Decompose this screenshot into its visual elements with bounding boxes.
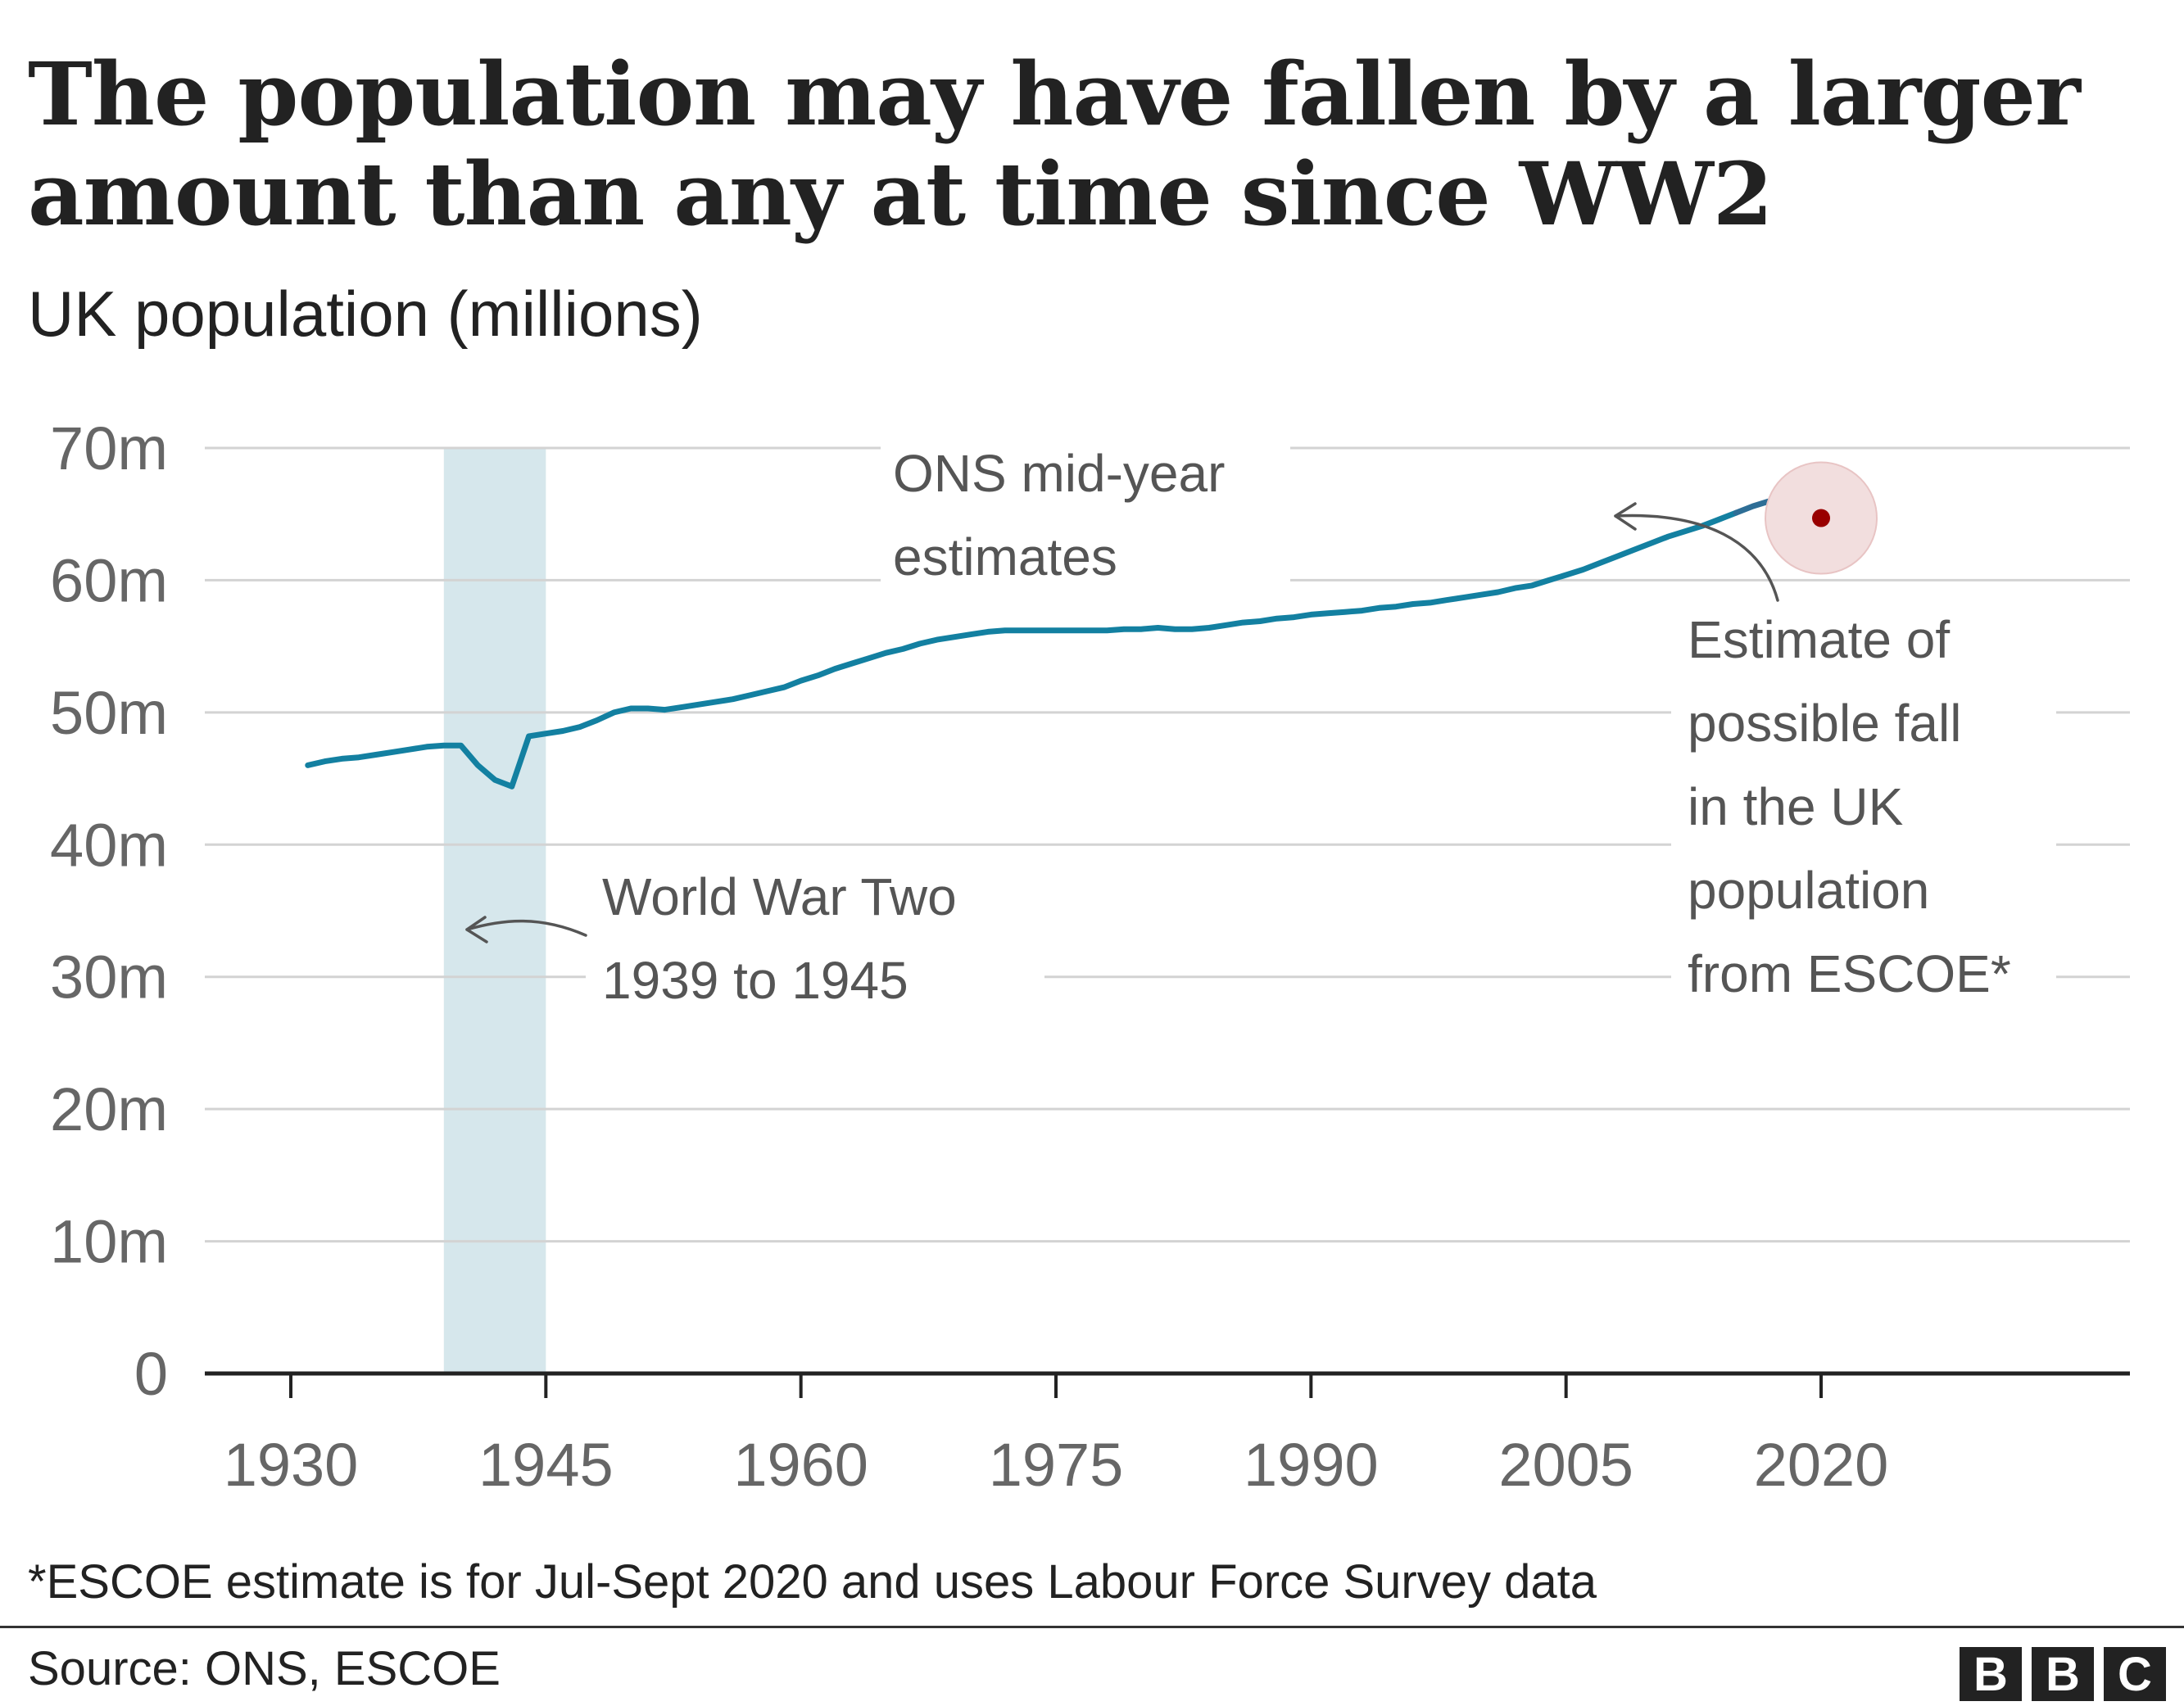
war-period-band: [443, 448, 546, 1373]
ons-population-line: [305, 509, 1739, 790]
ons-annotation-label: ONS mid-year: [893, 444, 1225, 503]
escoe-annotation-label: from ESCOE*: [1688, 944, 2011, 1003]
y-tick-label: 60m: [50, 546, 168, 614]
escoe-annotation-label: population: [1688, 861, 1929, 920]
chart-title: The population may have fallen by a larg…: [28, 43, 2081, 245]
y-tick-label: 50m: [50, 679, 168, 747]
escoe-arrow-head: [1614, 502, 1637, 531]
x-tick-label: 1945: [478, 1431, 614, 1499]
escoe-annotation-label: possible fall: [1688, 694, 1961, 753]
y-tick-label: 0: [134, 1340, 168, 1408]
y-tick-label: 30m: [50, 944, 168, 1011]
x-tick-label: 1960: [733, 1431, 868, 1499]
escoe-estimate-point: [1812, 509, 1830, 527]
line-chart: 0 10m 20m 30m 40m 50m 60m 70m 1930 1945 1960 1975 1…: [50, 414, 2130, 1499]
escoe-arrow: [1614, 514, 1779, 602]
war-annotation-label: World War Two: [602, 867, 957, 926]
y-tick-label: 10m: [50, 1208, 168, 1276]
x-tick-label: 1930: [224, 1431, 359, 1499]
escoe-annotation-label: Estimate of: [1688, 610, 1950, 669]
x-tick-label: 2005: [1498, 1431, 1633, 1499]
source-note: Source: ONS, ESCOE: [28, 1642, 501, 1695]
ons-annotation-label: estimates: [893, 527, 1117, 586]
bbc-logo-letter: C: [2104, 1647, 2166, 1701]
x-tick-label: 2020: [1754, 1431, 1889, 1499]
y-tick-label: 20m: [50, 1075, 168, 1143]
divider: [0, 1626, 2184, 1628]
annotation-background: [1671, 606, 2056, 1007]
x-tick-label: 1990: [1244, 1431, 1379, 1499]
war-annotation-label: 1939 to 1945: [602, 951, 908, 1010]
y-tick-label: 70m: [50, 414, 168, 482]
war-arrow: [465, 919, 587, 937]
chart-subtitle: UK population (millions): [28, 278, 703, 350]
bbc-logo-letter: B: [1960, 1647, 2022, 1701]
y-tick-label: 40m: [50, 811, 168, 879]
war-arrow-head: [465, 916, 488, 944]
annotation-background: [586, 852, 1044, 1016]
footnote: *ESCOE estimate is for Jul-Sept 2020 and…: [28, 1555, 1597, 1609]
x-tick-label: 1975: [989, 1431, 1124, 1499]
escoe-annotation-label: in the UK: [1688, 777, 1903, 836]
annotation-background: [881, 442, 1290, 598]
bbc-logo-letter: B: [2032, 1647, 2094, 1701]
bbc-logo: B B C: [1960, 1647, 2166, 1701]
